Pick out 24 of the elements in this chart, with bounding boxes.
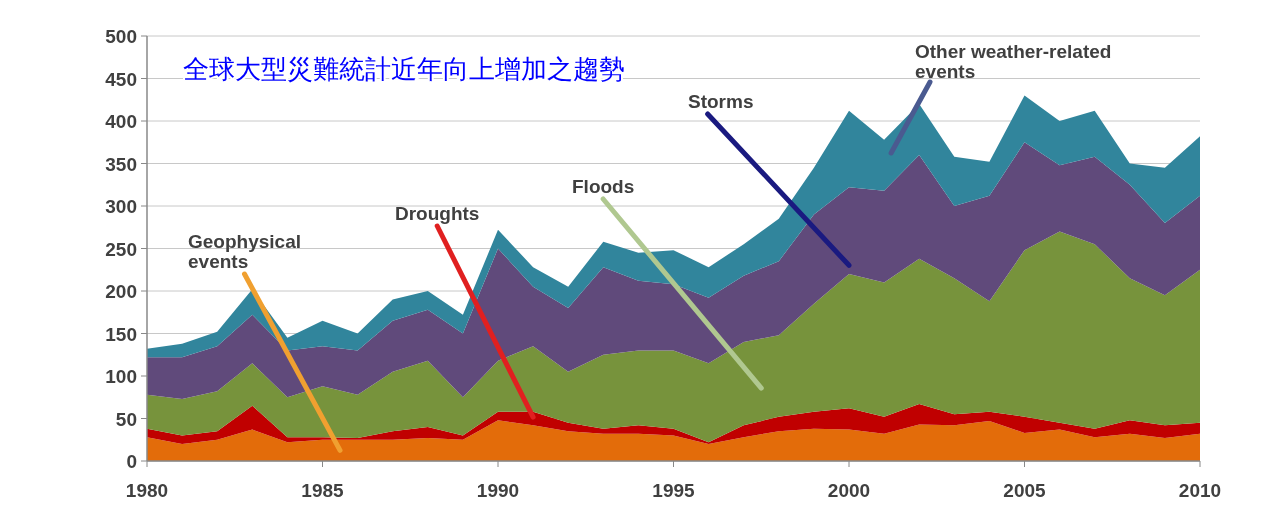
x-tick-label: 1990 [476,480,520,501]
y-tick-label: 150 [105,323,137,345]
y-tick-label: 250 [105,238,137,260]
y-tick-label: 100 [105,366,137,387]
y-tick-label: 450 [105,68,137,90]
y-tick-label: 500 [105,26,137,47]
x-tick-label: 2000 [827,480,871,501]
y-tick-label: 400 [105,111,137,132]
text: Geophysical events [188,231,301,272]
x-tick-label: 2010 [1178,480,1222,501]
text: Floods [572,176,635,197]
x-tick-label: 1980 [125,480,169,501]
y-tick-label: 350 [105,153,137,175]
y-tick-label: 300 [105,196,137,217]
text: Droughts [395,203,480,224]
x-tick-label: 2005 [1003,480,1047,501]
text: 全球大型災難統計近年向上增加之趨勢 [183,54,625,84]
series-label: Other weather-related events [915,41,1112,82]
y-tick-label: 50 [115,408,137,430]
y-tick-label: 0 [126,451,137,472]
x-tick-label: 1985 [301,480,345,501]
y-tick-label: 200 [105,281,137,302]
text: Storms [688,91,754,112]
x-tick-label: 1995 [652,480,696,501]
